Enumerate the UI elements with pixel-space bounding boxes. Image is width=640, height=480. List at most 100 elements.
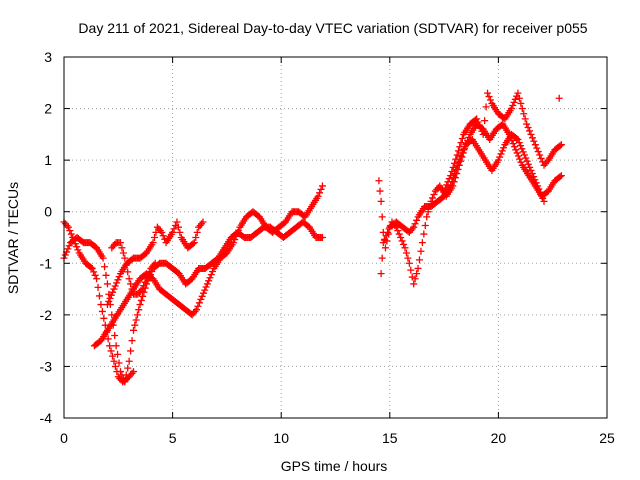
data-point [115,359,123,367]
data-point [318,182,326,190]
data-point [101,321,109,329]
data-point [540,197,548,205]
data-point [537,191,545,199]
data-point [130,326,138,334]
data-point [127,347,135,355]
data-point [170,225,178,233]
data-point [520,151,528,159]
data-point [110,357,118,365]
data-point [494,156,502,164]
data-point [382,232,390,240]
data-point [106,294,114,302]
data-point [91,271,99,279]
data-point [61,251,69,259]
data-point [64,245,72,253]
data-point [521,115,529,123]
data-point [395,230,403,238]
data-point [523,157,531,165]
data-point [509,140,517,148]
data-point [423,213,431,221]
data-point [232,232,240,240]
data-point [199,218,207,226]
data-point [400,240,408,248]
data-point [498,147,506,155]
data-point [522,154,530,162]
data-point [90,268,98,276]
data-point [407,266,415,274]
data-point [112,342,120,350]
data-point [235,226,243,234]
data-point [424,208,432,216]
data-point [459,149,467,157]
data-point [401,244,409,252]
data-point [118,244,126,252]
data-point [523,120,531,128]
data-point [514,136,522,144]
data-point [74,246,82,254]
data-point [115,273,123,281]
axis-ticks: 0 5 10 15 20 25 -4 -3 -2 -1 0 1 2 3 [40,49,615,446]
data-point [457,157,465,165]
data-point [444,178,452,186]
data-point [209,268,217,276]
data-points [60,89,565,386]
data-point [527,166,535,174]
data-point [440,187,448,195]
data-point [144,271,152,279]
data-point [99,254,107,262]
data-point [114,350,122,358]
data-point [524,160,532,168]
data-point [535,185,543,193]
data-point [539,194,547,202]
data-point [381,235,389,243]
y-tick-label: -4 [40,410,53,426]
data-point [450,178,458,186]
data-point [108,311,116,319]
data-point [404,254,412,262]
data-point [64,223,72,231]
data-point [127,280,135,288]
data-point [141,278,149,286]
data-point [526,127,534,135]
data-point [516,155,524,163]
data-point [453,151,461,159]
data-point [449,163,457,171]
data-point [392,223,400,231]
data-point [454,147,462,155]
data-point [101,263,109,271]
data-point [496,153,504,161]
data-point [454,165,462,173]
data-point [378,254,386,262]
data-point [173,218,181,226]
data-point [192,234,200,241]
data-point [410,280,418,288]
data-point [314,192,322,200]
data-point [515,139,523,147]
data-point [411,275,419,283]
data-point [413,216,421,224]
data-point [95,292,103,300]
data-point [376,187,384,195]
data-point [125,357,133,365]
data-point [486,96,494,104]
data-point [518,105,526,113]
data-point [111,362,119,370]
data-point [514,152,522,160]
data-point [443,181,451,189]
data-point [67,230,75,238]
data-point [131,321,139,329]
data-point [151,259,159,267]
data-point [528,134,536,142]
data-point [533,182,541,190]
data-point [197,295,205,303]
data-point [452,155,460,163]
data-point [520,110,528,118]
data-point [429,194,437,202]
x-tick-label: 15 [382,430,398,446]
y-tick-label: 0 [44,204,52,220]
y-tick-label: -2 [40,307,53,323]
data-point [517,158,525,166]
data-point [497,150,505,158]
data-point [229,239,237,247]
